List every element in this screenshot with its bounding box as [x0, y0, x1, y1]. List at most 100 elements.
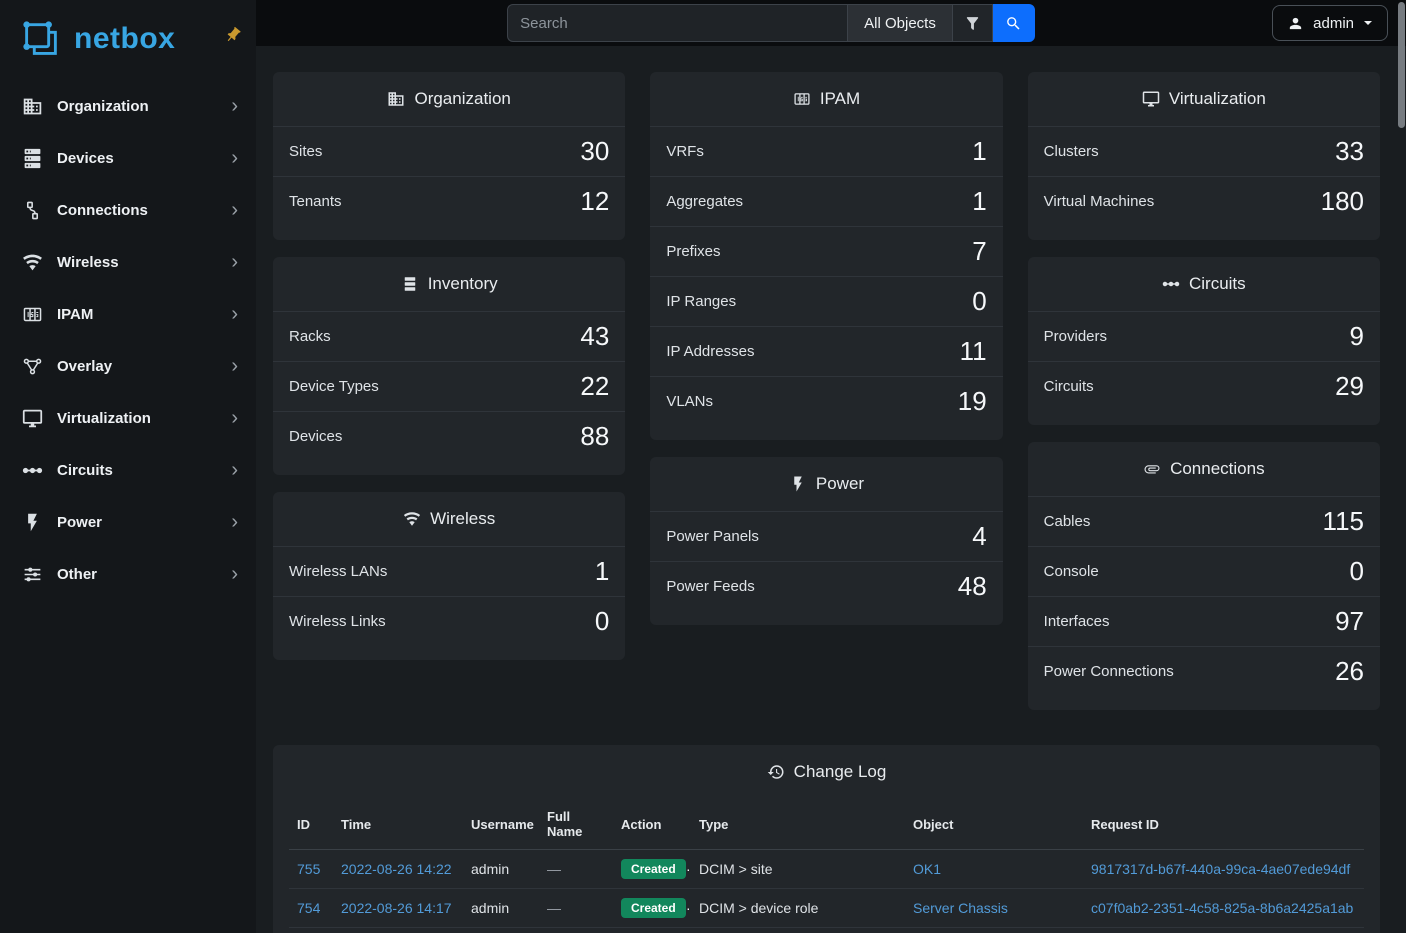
scrollbar-thumb[interactable] — [1398, 2, 1405, 128]
sidebar-item-label: Connections — [57, 201, 148, 219]
sidebar-item-power[interactable]: Power › — [0, 496, 256, 548]
changelog-id-link[interactable]: 755 — [297, 861, 321, 877]
stat-link-devices[interactable]: Devices — [289, 428, 343, 445]
stat-link-vlans[interactable]: VLANs — [666, 393, 714, 410]
stat-row: IP Addresses 11 — [650, 326, 1003, 376]
stat-link-racks[interactable]: Racks — [289, 328, 331, 345]
column-header-time: Time — [333, 799, 463, 850]
stat-row: Interfaces 97 — [1027, 596, 1380, 646]
stat-link-sites[interactable]: Sites — [289, 143, 323, 160]
search-submit-button[interactable] — [992, 4, 1035, 42]
stat-link-cables[interactable]: Cables — [1043, 513, 1091, 530]
counter-icon — [22, 304, 43, 325]
filter-button[interactable] — [952, 4, 993, 42]
table-row: 753 2022-08-26 14:15 admin — Created DCI… — [289, 927, 1364, 933]
stat-row: Sites 30 — [273, 126, 626, 176]
user-menu-button[interactable]: admin — [1272, 5, 1388, 41]
stat-link-circuits[interactable]: Circuits — [1043, 378, 1094, 395]
sidebar-item-wireless[interactable]: Wireless › — [0, 236, 256, 288]
transit-connection-icon — [22, 460, 43, 481]
stat-row: Devices 88 — [273, 411, 626, 461]
stat-link-device-types[interactable]: Device Types — [289, 378, 379, 395]
stat-link-power-connections[interactable]: Power Connections — [1043, 663, 1174, 680]
stat-row: Cables 115 — [1027, 496, 1380, 546]
sidebar-item-label: Wireless — [57, 253, 119, 271]
stat-link-interfaces[interactable]: Interfaces — [1043, 613, 1110, 630]
sidebar-item-circuits[interactable]: Circuits › — [0, 444, 256, 496]
card-title: Wireless — [430, 509, 496, 528]
stat-link-tenants[interactable]: Tenants — [289, 193, 342, 210]
sidebar-item-organization[interactable]: Organization › — [0, 80, 256, 132]
changelog-object-link[interactable]: OK1 — [913, 861, 942, 877]
caret-down-icon — [1363, 18, 1373, 28]
stat-link-vrfs[interactable]: VRFs — [666, 143, 704, 160]
wifi-icon — [22, 252, 43, 273]
changelog-id-link[interactable]: 754 — [297, 900, 321, 916]
changelog-request-id-link[interactable]: c07f0ab2-2351-4c58-825a-8b6a2425a1ab — [1091, 900, 1354, 916]
stat-row: Circuits 29 — [1027, 361, 1380, 411]
stat-value: 115 — [1322, 506, 1364, 536]
changelog-object-link[interactable]: Server Chassis — [913, 900, 1008, 916]
stack-icon — [401, 275, 419, 293]
card-ipam: IPAM VRFs 1 Aggregates 1 Prefixes 7 — [650, 72, 1003, 440]
card-organization: Organization Sites 30 Tenants 12 — [273, 72, 626, 240]
changelog-time-link[interactable]: 2022-08-26 14:17 — [341, 900, 452, 916]
stat-link-power-panels[interactable]: Power Panels — [666, 528, 759, 545]
card-power: Power Power Panels 4 Power Feeds 48 — [650, 457, 1003, 625]
chevron-right-icon: › — [231, 95, 238, 117]
sidebar-item-label: Overlay — [57, 357, 113, 375]
table-header-row: ID Time Username Full Name Action Type O… — [289, 799, 1364, 850]
card-header: Power — [650, 457, 1002, 511]
stat-link-prefixes[interactable]: Prefixes — [666, 243, 721, 260]
card-title: Connections — [1170, 459, 1265, 478]
stat-row: Racks 43 — [273, 311, 626, 361]
stat-link-wireless-links[interactable]: Wireless Links — [289, 613, 386, 630]
stat-link-wireless-lans[interactable]: Wireless LANs — [289, 563, 388, 580]
sidebar-item-overlay[interactable]: Overlay › — [0, 340, 256, 392]
stat-link-ip-addresses[interactable]: IP Addresses — [666, 343, 755, 360]
sidebar-item-label: Virtualization — [57, 409, 151, 427]
server-icon — [22, 148, 43, 169]
sidebar-pin-icon[interactable] — [224, 26, 242, 44]
stat-value: 19 — [957, 386, 987, 416]
card-header: Virtualization — [1028, 72, 1380, 126]
sidebar-item-other[interactable]: Other › — [0, 548, 256, 600]
stat-value: 9 — [1349, 321, 1364, 351]
card-virtualization: Virtualization Clusters 33 Virtual Machi… — [1027, 72, 1380, 240]
search-scope-button[interactable]: All Objects — [847, 4, 953, 42]
stat-link-providers[interactable]: Providers — [1043, 328, 1108, 345]
card-title: Inventory — [427, 274, 498, 293]
chevron-right-icon: › — [231, 459, 238, 481]
changelog-time-link[interactable]: 2022-08-26 14:22 — [341, 861, 452, 877]
stat-link-aggregates[interactable]: Aggregates — [666, 193, 744, 210]
tune-icon — [22, 564, 43, 585]
person-icon — [1287, 15, 1304, 32]
stat-value: 1 — [972, 186, 987, 216]
stat-link-clusters[interactable]: Clusters — [1043, 143, 1099, 160]
stat-row: Providers 9 — [1027, 311, 1380, 361]
sidebar-item-devices[interactable]: Devices › — [0, 132, 256, 184]
search-icon — [1005, 15, 1022, 32]
stat-row: VRFs 1 — [650, 126, 1003, 176]
user-menu-label: admin — [1313, 14, 1354, 32]
main: All Objects admin — [256, 0, 1406, 933]
stat-row: Wireless LANs 1 — [273, 546, 626, 596]
sidebar-item-virtualization[interactable]: Virtualization › — [0, 392, 256, 444]
sidebar-item-ipam[interactable]: IPAM › — [0, 288, 256, 340]
sidebar-item-label: Other — [57, 565, 98, 583]
changelog-table: ID Time Username Full Name Action Type O… — [289, 799, 1364, 933]
card-header: Connections — [1028, 442, 1380, 496]
sidebar-item-connections[interactable]: Connections › — [0, 184, 256, 236]
changelog-full-name: — — [547, 900, 561, 916]
stat-link-power-feeds[interactable]: Power Feeds — [666, 578, 755, 595]
card-title: Change Log — [793, 762, 887, 781]
search-input[interactable] — [507, 4, 848, 42]
stat-link-virtual-machines[interactable]: Virtual Machines — [1043, 193, 1155, 210]
stat-link-ip-ranges[interactable]: IP Ranges — [666, 293, 737, 310]
card-header: Circuits — [1028, 257, 1380, 311]
stat-row: IP Ranges 0 — [650, 276, 1003, 326]
changelog-request-id-link[interactable]: 9817317d-b67f-440a-99ca-4ae07ede94df — [1091, 861, 1351, 877]
stat-row: Power Feeds 48 — [650, 561, 1003, 611]
stat-link-console[interactable]: Console — [1043, 563, 1099, 580]
